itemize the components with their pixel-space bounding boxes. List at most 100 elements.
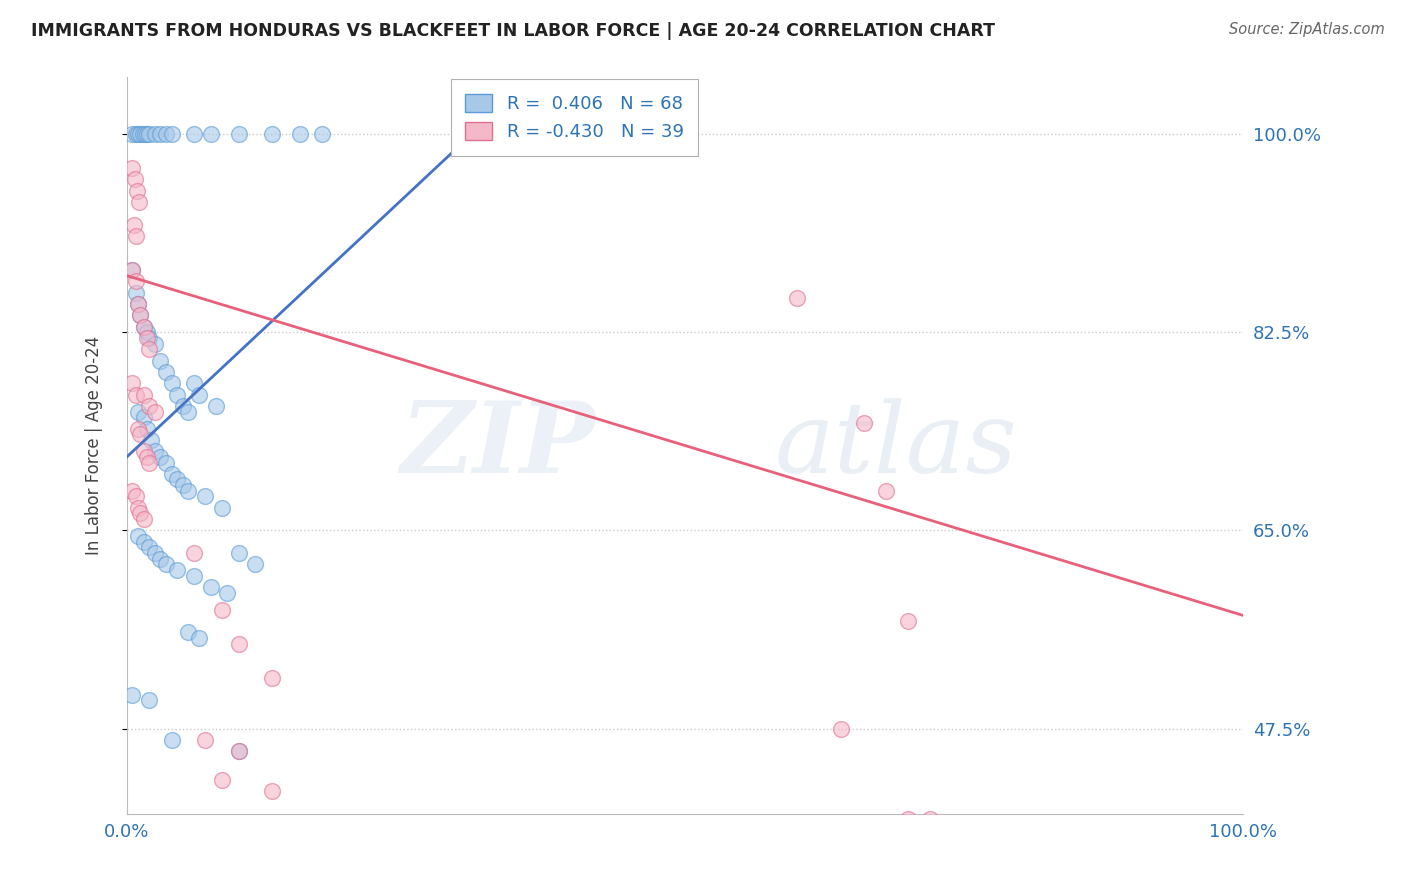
Point <box>166 563 188 577</box>
Point <box>125 387 148 401</box>
Point <box>155 456 177 470</box>
Point <box>127 421 149 435</box>
Point <box>127 404 149 418</box>
Point <box>125 127 148 141</box>
Text: atlas: atlas <box>775 398 1017 493</box>
Point <box>127 127 149 141</box>
Point <box>124 172 146 186</box>
Point <box>177 625 200 640</box>
Point <box>138 693 160 707</box>
Point <box>830 722 852 736</box>
Point <box>138 541 160 555</box>
Point <box>127 500 149 515</box>
Point <box>132 534 155 549</box>
Text: ZIP: ZIP <box>401 397 596 494</box>
Point <box>138 127 160 141</box>
Point <box>183 127 205 141</box>
Point <box>121 483 143 498</box>
Point <box>132 410 155 425</box>
Point <box>211 500 233 515</box>
Point <box>897 614 920 628</box>
Point <box>129 308 152 322</box>
Point <box>132 512 155 526</box>
Point <box>149 450 172 464</box>
Point <box>143 127 166 141</box>
Point <box>183 376 205 391</box>
Point <box>127 297 149 311</box>
Point <box>160 127 183 141</box>
Point <box>172 478 194 492</box>
Point <box>183 568 205 582</box>
Point <box>217 586 239 600</box>
Point <box>155 558 177 572</box>
Point <box>228 546 250 560</box>
Point <box>136 127 159 141</box>
Legend: R =  0.406   N = 68, R = -0.430   N = 39: R = 0.406 N = 68, R = -0.430 N = 39 <box>451 79 699 156</box>
Y-axis label: In Labor Force | Age 20-24: In Labor Force | Age 20-24 <box>86 336 103 555</box>
Point <box>260 784 283 798</box>
Point <box>143 336 166 351</box>
Point <box>127 829 149 843</box>
Point <box>122 218 145 232</box>
Point <box>260 127 283 141</box>
Point <box>131 127 153 141</box>
Point <box>121 688 143 702</box>
Point <box>311 127 333 141</box>
Point <box>136 421 159 435</box>
Point <box>211 603 233 617</box>
Point <box>194 733 217 747</box>
Point <box>166 473 188 487</box>
Point <box>132 444 155 458</box>
Point <box>155 127 177 141</box>
Point <box>875 483 897 498</box>
Point <box>136 331 159 345</box>
Point <box>132 319 155 334</box>
Point <box>166 387 188 401</box>
Point <box>149 353 172 368</box>
Point <box>260 671 283 685</box>
Point <box>143 546 166 560</box>
Point <box>121 263 143 277</box>
Point <box>160 733 183 747</box>
Point <box>200 580 222 594</box>
Point <box>143 404 166 418</box>
Point <box>129 507 152 521</box>
Point <box>194 490 217 504</box>
Point <box>125 285 148 300</box>
Point <box>920 812 942 826</box>
Text: IMMIGRANTS FROM HONDURAS VS BLACKFEET IN LABOR FORCE | AGE 20-24 CORRELATION CHA: IMMIGRANTS FROM HONDURAS VS BLACKFEET IN… <box>31 22 995 40</box>
Point <box>160 376 183 391</box>
Point <box>138 343 160 357</box>
Point <box>127 297 149 311</box>
Point <box>132 387 155 401</box>
Point <box>138 456 160 470</box>
Point <box>121 161 143 175</box>
Point <box>200 127 222 141</box>
Point <box>228 744 250 758</box>
Point <box>188 631 211 645</box>
Point <box>121 376 143 391</box>
Point <box>143 444 166 458</box>
Point <box>177 483 200 498</box>
Point <box>129 308 152 322</box>
Point <box>121 127 143 141</box>
Point <box>160 467 183 481</box>
Point <box>134 127 156 141</box>
Point <box>205 399 228 413</box>
Point <box>288 127 311 141</box>
Point <box>228 637 250 651</box>
Point <box>132 319 155 334</box>
Point <box>121 263 143 277</box>
Point <box>211 772 233 787</box>
Point <box>129 427 152 442</box>
Point <box>125 490 148 504</box>
Point <box>127 529 149 543</box>
Point <box>138 331 160 345</box>
Point <box>136 450 159 464</box>
Point <box>245 558 267 572</box>
Point <box>138 399 160 413</box>
Point <box>177 404 200 418</box>
Point <box>125 229 148 244</box>
Point <box>172 399 194 413</box>
Point <box>149 127 172 141</box>
